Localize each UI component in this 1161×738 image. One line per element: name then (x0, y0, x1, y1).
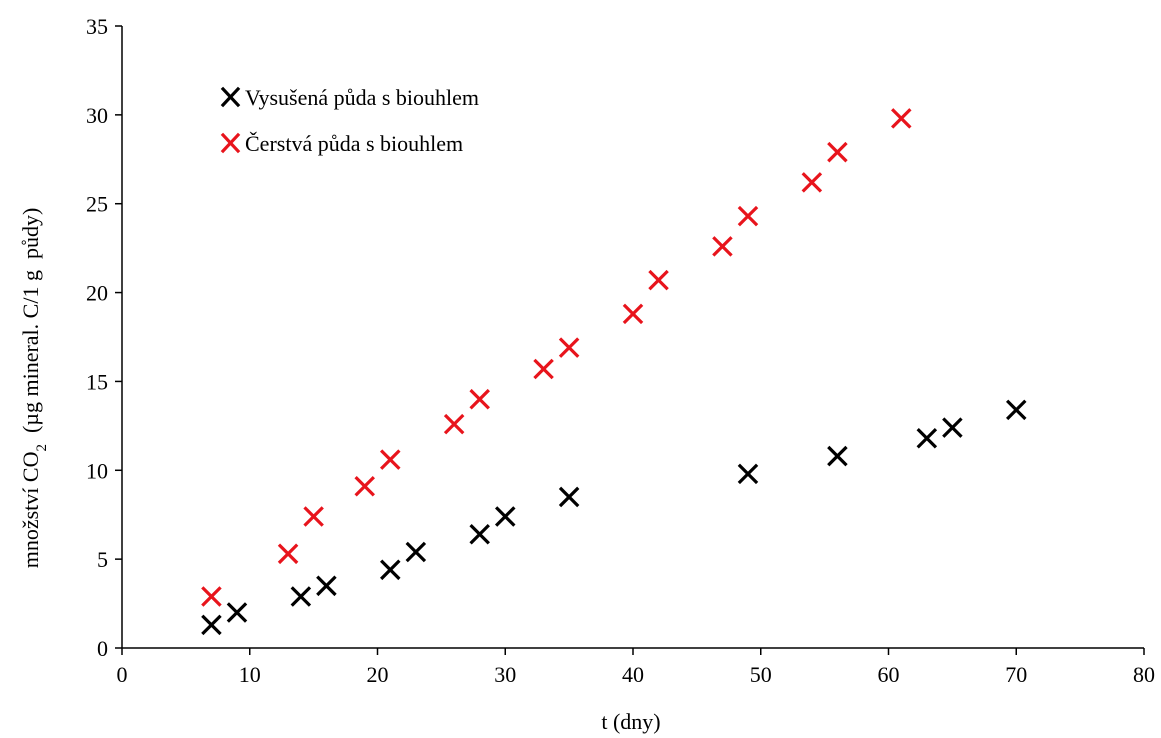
legend-item: Vysušená půda s biouhlem (220, 85, 479, 110)
data-point (316, 575, 337, 597)
data-point (290, 586, 312, 607)
x-tick-label: 70 (1005, 662, 1027, 687)
data-point (405, 541, 427, 563)
x-axis-title: t (dny) (601, 709, 660, 734)
legend-marker (220, 132, 241, 154)
axes (121, 26, 1144, 649)
x-tick-label: 60 (878, 662, 900, 687)
data-point (558, 486, 580, 508)
data-point (622, 303, 644, 325)
legend-marker (220, 86, 241, 108)
data-point (827, 445, 848, 467)
data-point (737, 205, 759, 227)
data-point (354, 476, 375, 497)
x-tick-label: 40 (622, 662, 644, 687)
data-point (827, 141, 848, 163)
x-tick-label: 20 (367, 662, 389, 687)
data-point (712, 236, 733, 257)
y-tick-label: 15 (86, 369, 108, 394)
legend: Vysušená půda s biouhlem Čerstvá půda s b… (220, 85, 479, 156)
x-tick-label: 0 (117, 662, 128, 687)
y-tick-label: 5 (97, 547, 108, 572)
data-point (226, 602, 248, 623)
data-point (201, 614, 222, 636)
data-point (201, 586, 222, 607)
data-point (558, 337, 580, 358)
data-point (380, 559, 401, 581)
x-tick-label: 30 (494, 662, 516, 687)
data-point (801, 172, 823, 193)
data-points (201, 108, 1027, 636)
data-point (533, 358, 554, 380)
x-tick-label: 10 (239, 662, 261, 687)
data-point (380, 449, 401, 470)
data-point (443, 413, 465, 435)
series-1 (201, 399, 1027, 636)
data-point (891, 108, 912, 129)
data-point (916, 428, 938, 449)
series-2 (201, 108, 912, 607)
y-axis-title-subscript: 2 (34, 444, 50, 452)
x-tick-label: 50 (750, 662, 772, 687)
x-axis-ticks: 0 10 20 30 40 50 60 70 80 (117, 648, 1155, 687)
y-tick-label: 0 (97, 636, 108, 661)
data-point (648, 269, 669, 291)
data-point (303, 506, 324, 527)
legend-item: Čerstvá půda s biouhlem (220, 131, 463, 156)
legend-label: Čerstvá půda s biouhlem (245, 131, 463, 156)
data-point (469, 524, 490, 545)
y-tick-label: 20 (86, 281, 108, 306)
y-tick-label: 30 (86, 103, 108, 128)
data-point (942, 417, 963, 438)
x-tick-label: 80 (1133, 662, 1155, 687)
y-axis-ticks: 0 5 10 15 20 25 30 35 (86, 14, 122, 661)
y-axis-title-main: množství CO (18, 452, 43, 569)
y-tick-label: 25 (86, 192, 108, 217)
y-axis-title: množství CO2 (µg mineral. C/1 g půdy) (18, 208, 50, 569)
data-point (1005, 399, 1027, 421)
data-point (737, 463, 759, 485)
legend-label: Vysušená půda s biouhlem (245, 85, 479, 110)
y-axis-title-rest: (µg mineral. C/1 g půdy) (18, 208, 43, 444)
data-point (494, 506, 516, 527)
y-tick-label: 10 (86, 458, 108, 483)
y-tick-label: 35 (86, 14, 108, 39)
data-point (277, 543, 299, 565)
data-point (469, 388, 490, 410)
